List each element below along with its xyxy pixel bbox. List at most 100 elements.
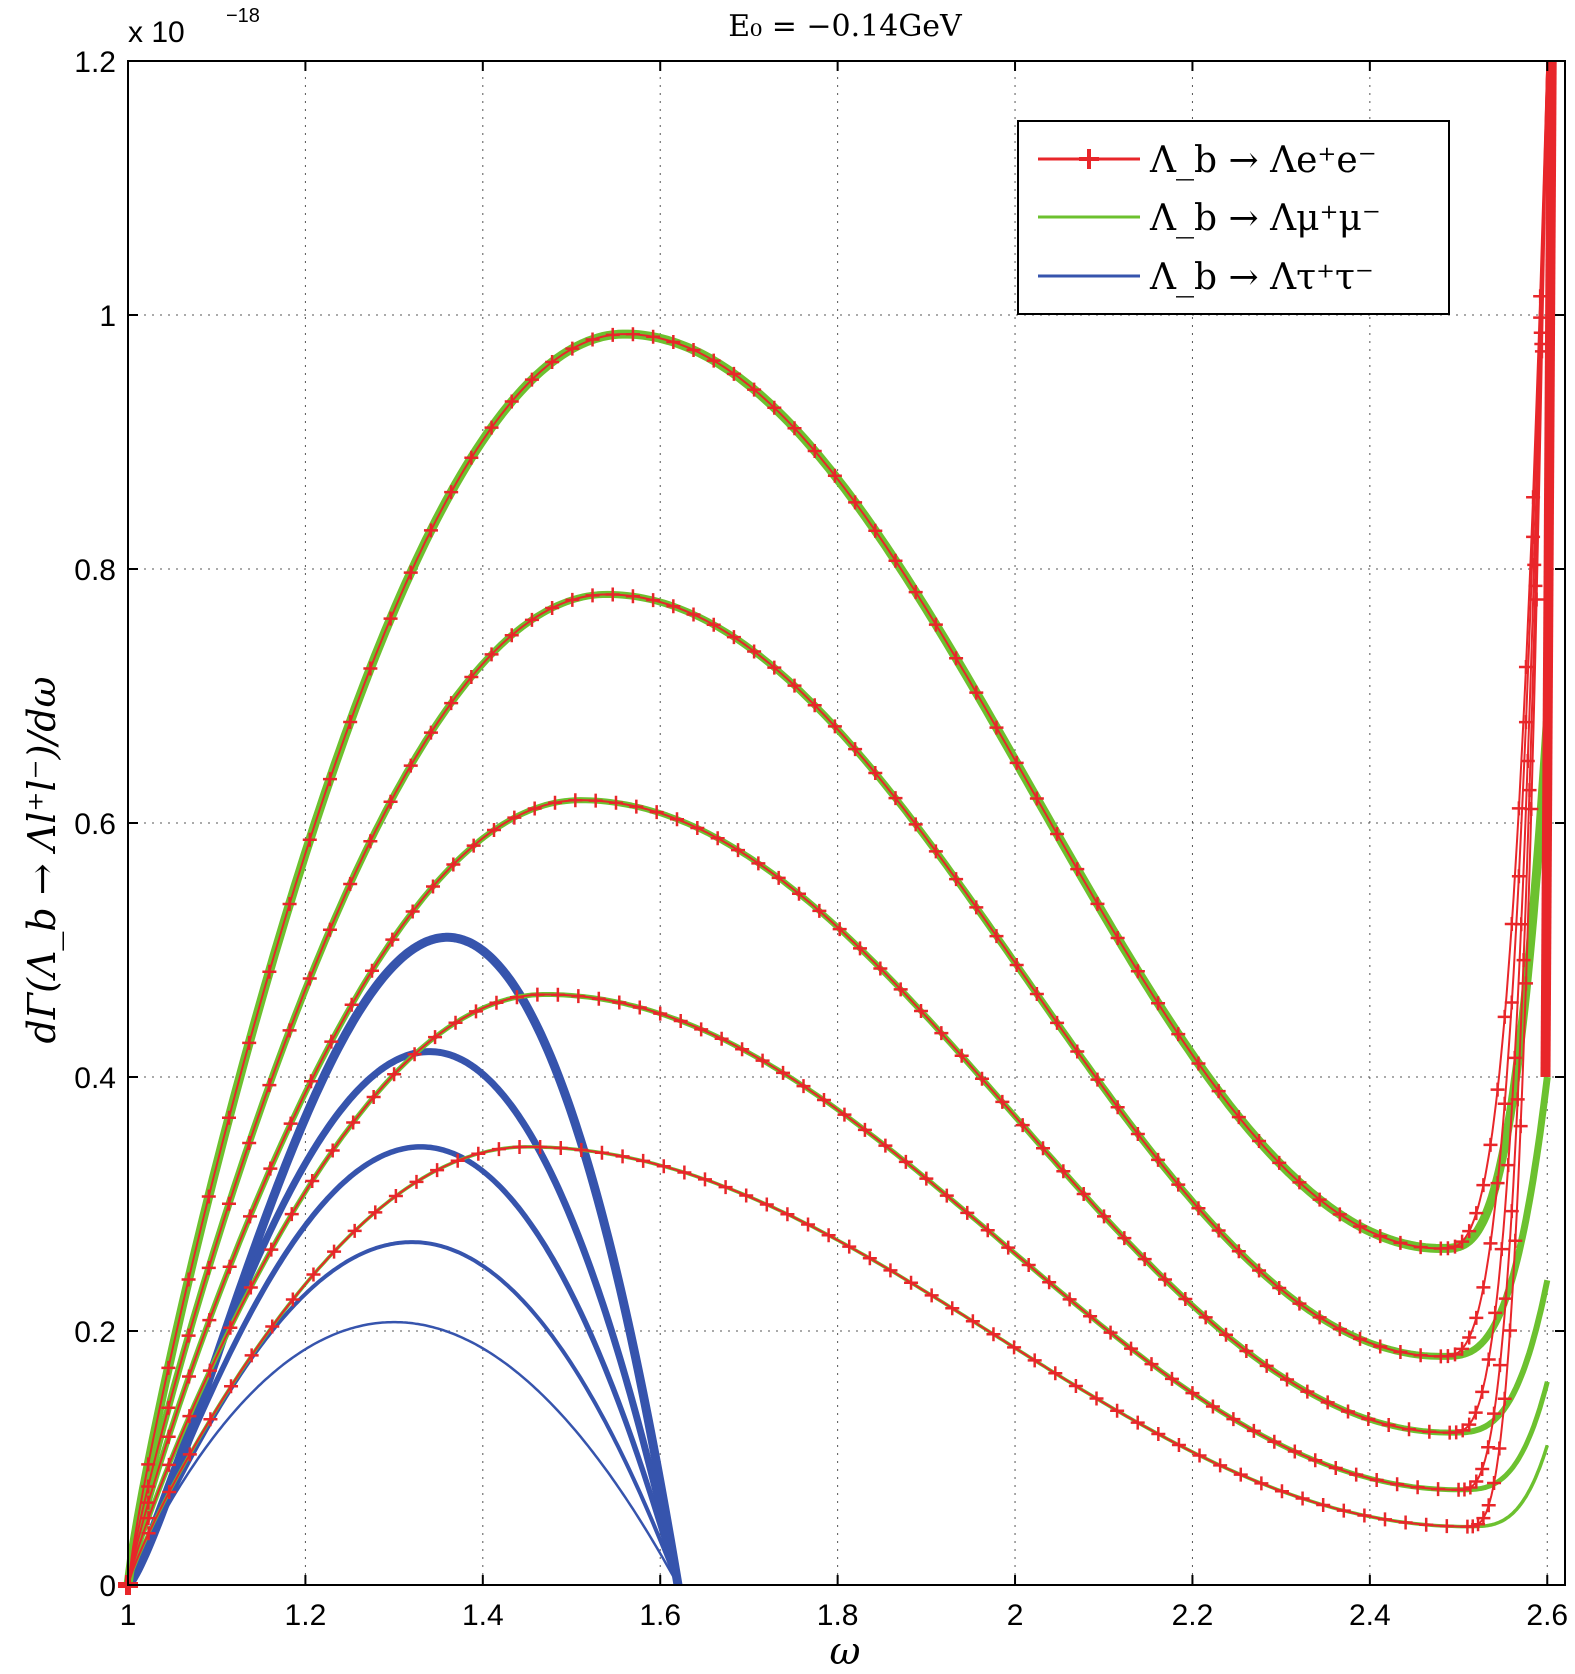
data-point-e bbox=[1508, 1233, 1523, 1248]
data-point-e bbox=[767, 660, 782, 675]
data-point-e bbox=[735, 1042, 750, 1057]
data-point-e bbox=[446, 857, 461, 872]
data-point-e bbox=[182, 1409, 197, 1424]
data-point-e bbox=[242, 1135, 257, 1150]
data-point-e bbox=[1369, 1473, 1384, 1487]
data-point-e bbox=[553, 1141, 568, 1156]
data-point-e bbox=[283, 1116, 298, 1131]
data-point-e bbox=[1497, 1391, 1512, 1406]
data-point-e bbox=[928, 617, 943, 632]
data-point-e bbox=[1036, 1141, 1051, 1156]
data-point-e bbox=[939, 1188, 954, 1203]
data-point-e bbox=[1171, 1177, 1186, 1192]
data-point-e bbox=[484, 647, 499, 662]
data-point-e bbox=[264, 1242, 279, 1257]
series-line-tau-5 bbox=[126, 1320, 680, 1586]
data-point-e bbox=[945, 1301, 960, 1316]
data-point-e bbox=[1469, 1310, 1484, 1325]
data-point-e bbox=[1191, 1201, 1206, 1216]
data-point-e bbox=[1422, 1424, 1437, 1439]
data-point-e bbox=[934, 1026, 949, 1041]
data-point-e bbox=[986, 1327, 1001, 1342]
data-point-e bbox=[751, 856, 766, 871]
data-point-e bbox=[1287, 1444, 1302, 1459]
data-point-e bbox=[1097, 1209, 1112, 1224]
data-point-e bbox=[1487, 1406, 1502, 1421]
data-point-e bbox=[385, 932, 400, 947]
data-point-e bbox=[1439, 1519, 1454, 1534]
data-point-e bbox=[718, 1180, 733, 1195]
data-point-e bbox=[995, 1094, 1010, 1109]
data-point-e bbox=[883, 1263, 898, 1278]
data-point-e bbox=[726, 630, 741, 645]
data-point-e bbox=[1518, 976, 1533, 991]
data-point-e bbox=[1448, 1239, 1463, 1254]
data-point-e bbox=[1353, 1331, 1368, 1346]
data-point-e bbox=[1151, 996, 1166, 1011]
data-point-e bbox=[1393, 1235, 1408, 1250]
data-point-e bbox=[1050, 1015, 1065, 1030]
data-point-e bbox=[609, 795, 624, 810]
data-point-e bbox=[807, 443, 822, 458]
data-point-e bbox=[666, 599, 681, 614]
data-point-e bbox=[969, 900, 984, 915]
data-point-e bbox=[924, 1288, 939, 1303]
data-point-e bbox=[1312, 1192, 1327, 1207]
data-point-e bbox=[1124, 1341, 1139, 1356]
data-point-e bbox=[792, 886, 807, 901]
data-point-e bbox=[656, 1159, 671, 1174]
data-point-e bbox=[646, 329, 661, 344]
data-point-e bbox=[201, 1189, 216, 1204]
data-point-e bbox=[1068, 1379, 1083, 1394]
data-point-e bbox=[1274, 1484, 1289, 1499]
data-point-e bbox=[1455, 1234, 1470, 1249]
data-point-e bbox=[322, 772, 337, 787]
data-point-e bbox=[857, 1122, 872, 1137]
data-point-e bbox=[383, 611, 398, 626]
e-series-group bbox=[118, 60, 1557, 1595]
data-point-e bbox=[1332, 1322, 1347, 1337]
data-point-e bbox=[346, 1115, 361, 1130]
data-point-e bbox=[1211, 1084, 1226, 1099]
data-point-e bbox=[1192, 1448, 1207, 1463]
data-point-e bbox=[714, 1031, 729, 1046]
data-point-e bbox=[1015, 1118, 1030, 1133]
data-point-e bbox=[1469, 1474, 1484, 1489]
data-point-e bbox=[739, 1188, 754, 1203]
data-point-e bbox=[588, 793, 603, 808]
series-markers-e bbox=[121, 344, 1549, 1592]
data-point-e bbox=[767, 400, 782, 415]
data-point-e bbox=[1378, 1512, 1392, 1527]
data-point-e bbox=[181, 1328, 196, 1343]
data-point-e bbox=[612, 995, 627, 1010]
data-point-e bbox=[1213, 1458, 1228, 1473]
data-point-e bbox=[1481, 1352, 1496, 1367]
data-point-e bbox=[322, 922, 337, 937]
axis-ticks: 1 1.2 1.4 1.6 1.8 2 2.2 2.4 2.6 0 0.2 0.4 0.6 0.8 1 1.2 bbox=[74, 46, 1568, 1632]
data-point-e bbox=[223, 1320, 238, 1335]
data-point-e bbox=[853, 941, 868, 956]
data-point-e bbox=[161, 1400, 176, 1415]
data-point-e bbox=[1090, 896, 1105, 911]
data-point-e bbox=[636, 1153, 651, 1168]
series-line-tau-3 bbox=[125, 1144, 681, 1587]
data-point-e bbox=[615, 1149, 630, 1164]
data-point-e bbox=[747, 382, 762, 397]
data-point-e bbox=[697, 1172, 712, 1187]
data-point-e bbox=[161, 1429, 176, 1444]
data-point-e bbox=[343, 714, 358, 729]
data-point-e bbox=[1503, 1323, 1517, 1338]
data-point-e bbox=[466, 838, 481, 853]
data-point-e bbox=[747, 644, 762, 659]
data-point-e bbox=[464, 450, 479, 465]
data-point-e bbox=[1468, 1405, 1483, 1420]
series-edge-rise-e bbox=[1540, 60, 1557, 1078]
data-point-e bbox=[1332, 1207, 1347, 1222]
data-point-e bbox=[862, 1251, 877, 1266]
data-point-e bbox=[1529, 592, 1544, 607]
data-point-e bbox=[1440, 1349, 1455, 1364]
data-point-e bbox=[1009, 958, 1024, 973]
data-point-e bbox=[409, 1174, 424, 1189]
data-point-e bbox=[1527, 557, 1542, 572]
data-point-e bbox=[1504, 995, 1519, 1010]
